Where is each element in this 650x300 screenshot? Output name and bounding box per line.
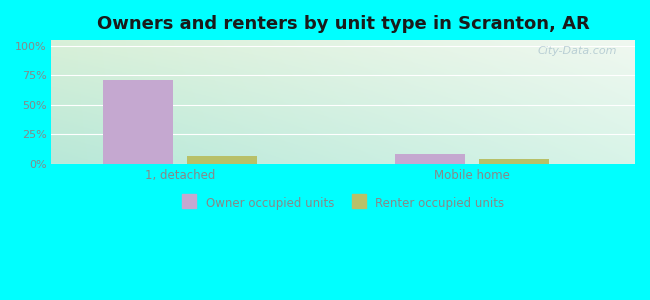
Text: City-Data.com: City-Data.com (538, 46, 617, 56)
Bar (187, 156, 257, 164)
Bar (478, 159, 549, 164)
Legend: Owner occupied units, Renter occupied units: Owner occupied units, Renter occupied un… (182, 197, 504, 210)
Bar (103, 80, 173, 164)
Title: Owners and renters by unit type in Scranton, AR: Owners and renters by unit type in Scran… (97, 15, 590, 33)
Bar (395, 154, 465, 164)
